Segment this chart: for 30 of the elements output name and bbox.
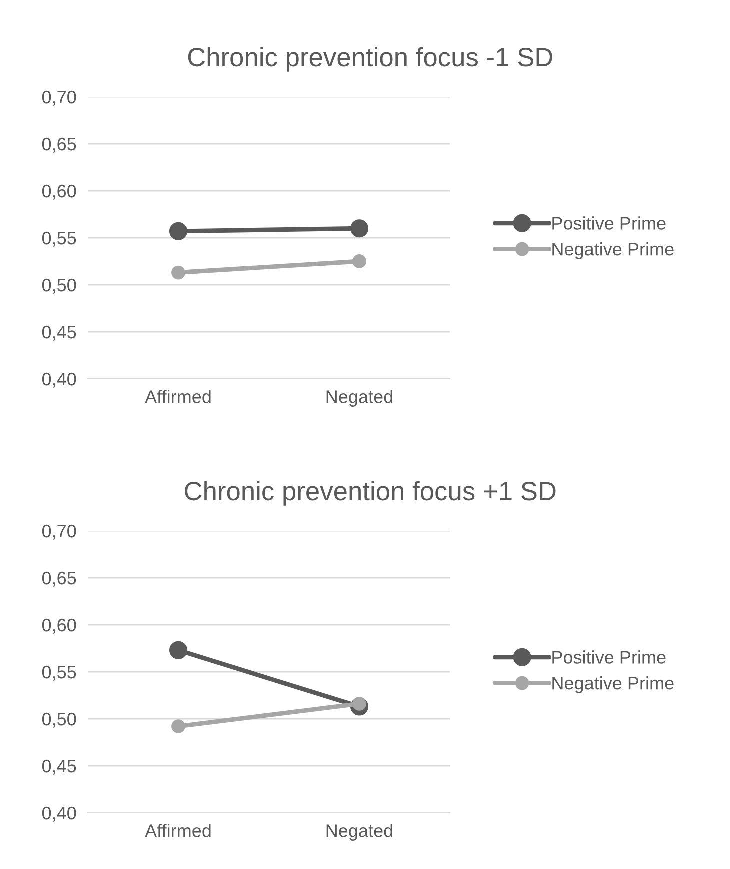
- y-tick-label: 0,45: [42, 326, 76, 341]
- point: [352, 254, 366, 268]
- x-tick-label: Negated: [326, 824, 392, 841]
- x-tick-label: Affirmed: [145, 824, 211, 838]
- y-tick-label: 0,60: [42, 618, 76, 634]
- point: [169, 222, 188, 240]
- legend-label: Positive Prime: [552, 216, 666, 230]
- chart-title: Chronic prevention focus +1 SD: [185, 481, 556, 506]
- y-tick-label: 0,55: [42, 232, 76, 247]
- point: [169, 641, 188, 660]
- y-tick-label: 0,40: [42, 372, 76, 388]
- legend-label: Negative Prime: [552, 676, 674, 694]
- y-tick-label: 0,55: [42, 666, 76, 681]
- y-tick-label: 0,40: [42, 806, 76, 822]
- x-tick-label: Negated: [326, 390, 392, 407]
- y-tick-label: 0,45: [42, 760, 76, 775]
- chart-title: Chronic prevention focus -1 SD: [188, 47, 552, 72]
- y-tick-label: 0,70: [42, 524, 76, 540]
- y-tick-label: 0,50: [42, 278, 76, 294]
- legend-label: Positive Prime: [552, 650, 666, 664]
- x-tick-label: Affirmed: [145, 390, 211, 404]
- point: [350, 220, 369, 238]
- y-tick-label: 0,60: [42, 184, 76, 200]
- y-tick-label: 0,65: [42, 572, 76, 587]
- legend-label: Negative Prime: [552, 242, 674, 260]
- y-tick-label: 0,65: [42, 138, 76, 153]
- y-tick-label: 0,70: [42, 90, 76, 106]
- point: [172, 266, 186, 280]
- y-tick-label: 0,50: [42, 712, 76, 728]
- point: [172, 720, 186, 734]
